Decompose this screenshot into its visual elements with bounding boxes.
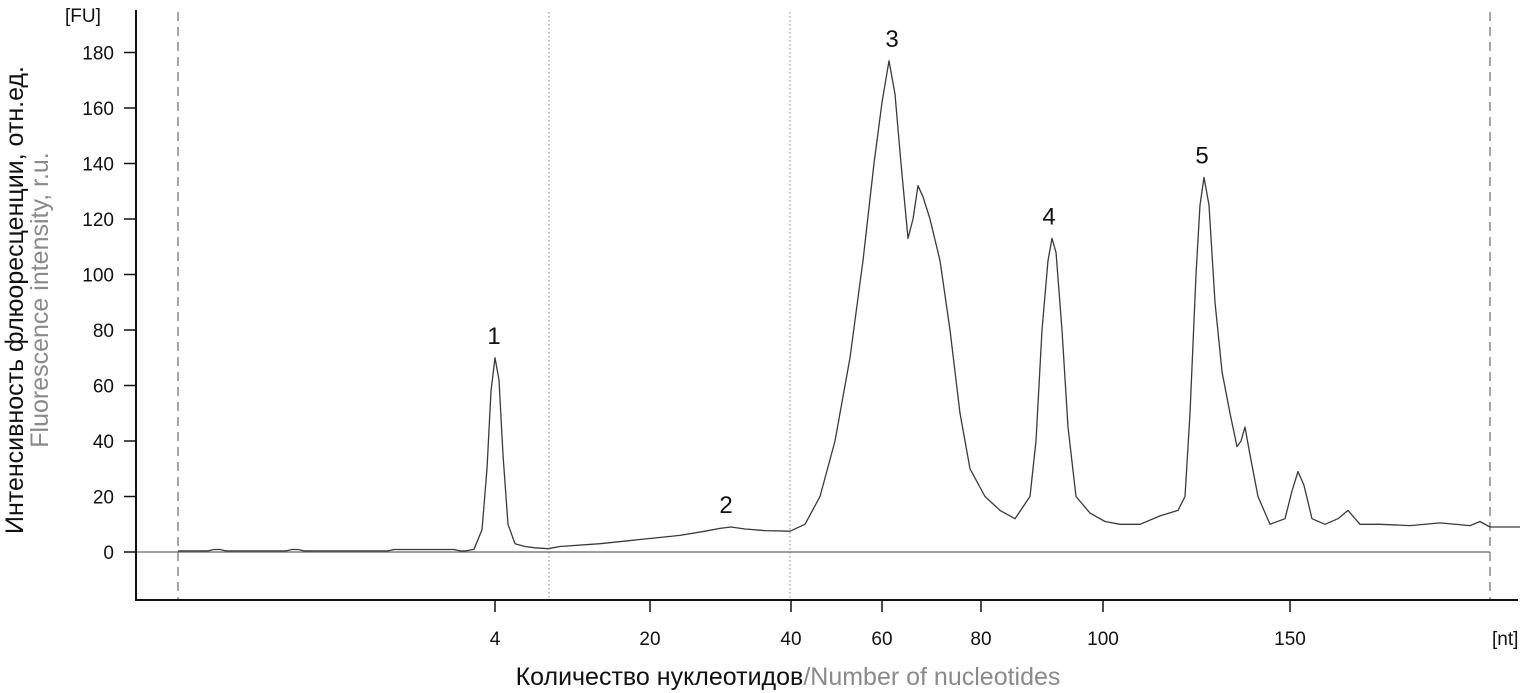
y-tick-label: 20 bbox=[93, 488, 114, 509]
x-tick-label: 150 bbox=[1274, 629, 1306, 650]
peak-label-2: 2 bbox=[719, 492, 732, 519]
y-tick-label: 40 bbox=[93, 432, 114, 453]
y-tick-label: 80 bbox=[93, 321, 114, 342]
y-tick-label: 120 bbox=[82, 210, 114, 231]
peak-label-4: 4 bbox=[1042, 203, 1055, 230]
y-tick-label: 0 bbox=[103, 543, 114, 564]
y-tick-label: 180 bbox=[82, 44, 114, 65]
peak-label-3: 3 bbox=[885, 26, 898, 53]
x-axis-title-ru: Количество нуклеотидов bbox=[516, 663, 804, 691]
y-axis-ticks: 0 20 40 60 80 100 120 140 160 180 bbox=[82, 44, 136, 564]
y-unit-label: [FU] bbox=[65, 6, 101, 27]
x-unit-label: [nt] bbox=[1492, 629, 1518, 650]
x-tick-label: 60 bbox=[871, 629, 892, 650]
peak-label-1: 1 bbox=[487, 323, 500, 350]
y-tick-label: 140 bbox=[82, 155, 114, 176]
y-axis-title-en: Fluorescence intensity, r.u. bbox=[26, 152, 54, 448]
x-axis-ticks: 4 20 40 60 80 100 150 bbox=[490, 600, 1306, 650]
x-axis-title: Количество нуклеотидов/Number of nucleot… bbox=[516, 663, 1061, 691]
fluorescence-trace bbox=[178, 60, 1520, 552]
x-tick-label: 4 bbox=[490, 629, 501, 650]
peak-labels: 1 2 3 4 5 bbox=[487, 26, 1208, 519]
y-axis-title-ru: Интенсивность флюоресценции, отн.ед. bbox=[1, 66, 29, 534]
x-tick-label: 20 bbox=[639, 629, 660, 650]
x-tick-label: 100 bbox=[1087, 629, 1119, 650]
y-tick-label: 60 bbox=[93, 377, 114, 398]
y-tick-label: 100 bbox=[82, 266, 114, 287]
x-axis-title-en: /Number of nucleotides bbox=[803, 663, 1060, 691]
x-tick-label: 40 bbox=[780, 629, 801, 650]
x-tick-label: 80 bbox=[970, 629, 991, 650]
peak-label-5: 5 bbox=[1195, 142, 1208, 169]
y-tick-label: 160 bbox=[82, 99, 114, 120]
